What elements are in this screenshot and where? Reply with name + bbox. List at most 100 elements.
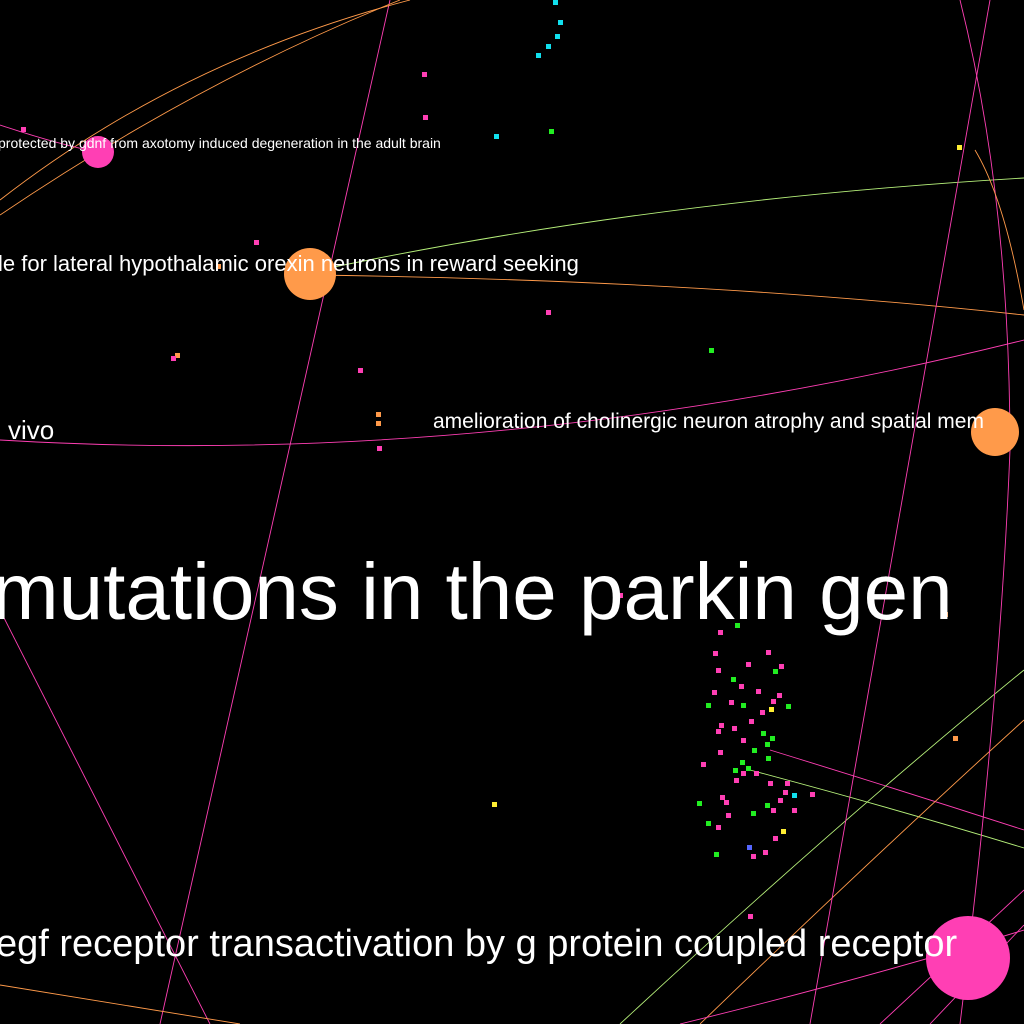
- edge: [0, 609, 211, 1024]
- cluster-node: [771, 699, 776, 704]
- small-node: [786, 588, 791, 593]
- cluster-node: [719, 723, 724, 728]
- small-node: [21, 127, 26, 132]
- cluster-node: [765, 803, 770, 808]
- small-node: [553, 0, 558, 5]
- small-node: [953, 736, 958, 741]
- node-cholinergic[interactable]: [971, 408, 1019, 456]
- small-node: [957, 145, 962, 150]
- edge: [309, 177, 1024, 273]
- small-node: [377, 446, 382, 451]
- cluster-node: [773, 669, 778, 674]
- label-parkin: mutations in the parkin gen: [0, 547, 953, 636]
- cluster-node: [773, 836, 778, 841]
- large-nodes: [82, 136, 1019, 1000]
- cluster-node: [769, 707, 774, 712]
- small-node: [494, 134, 499, 139]
- cluster-node: [731, 677, 736, 682]
- cluster-node: [720, 795, 725, 800]
- cluster-node: [701, 762, 706, 767]
- small-node: [376, 421, 381, 426]
- cluster-node: [810, 792, 815, 797]
- edge: [769, 749, 1024, 831]
- small-node: [549, 129, 554, 134]
- small-node: [216, 264, 221, 269]
- cluster-node: [741, 771, 746, 776]
- label-cholinergic: amelioration of cholinergic neuron atrop…: [433, 410, 984, 433]
- cluster-node: [766, 756, 771, 761]
- cluster-node: [716, 729, 721, 734]
- edge: [159, 0, 391, 1024]
- small-node: [943, 612, 948, 617]
- cluster-node: [786, 704, 791, 709]
- cluster-node: [771, 808, 776, 813]
- cluster-node: [739, 684, 744, 689]
- cluster-node: [706, 821, 711, 826]
- cluster-node: [754, 771, 759, 776]
- edge: [619, 669, 1024, 1024]
- cluster-node: [752, 748, 757, 753]
- small-node: [546, 44, 551, 49]
- cluster-node: [792, 793, 797, 798]
- cluster-node: [777, 693, 782, 698]
- cluster-node: [756, 689, 761, 694]
- cluster-node: [735, 623, 740, 628]
- small-nodes: [21, 0, 962, 919]
- cluster-node: [726, 813, 731, 818]
- cluster-node: [741, 738, 746, 743]
- cluster-node: [751, 854, 756, 859]
- label-orexin: le for lateral hypothalamic orexin neuro…: [0, 251, 579, 276]
- small-node: [422, 72, 427, 77]
- cluster-node: [783, 790, 788, 795]
- cluster-node: [749, 719, 754, 724]
- cluster-node: [779, 664, 784, 669]
- cluster-node: [734, 778, 739, 783]
- cluster-node: [712, 690, 717, 695]
- small-node: [376, 412, 381, 417]
- small-node: [709, 348, 714, 353]
- edge: [974, 149, 1024, 311]
- cluster-node: [733, 768, 738, 773]
- small-node: [175, 353, 180, 358]
- cluster-node: [785, 781, 790, 786]
- cluster-node: [718, 750, 723, 755]
- cluster-node: [746, 766, 751, 771]
- edge: [0, 0, 401, 216]
- small-node: [254, 240, 259, 245]
- small-node: [546, 310, 551, 315]
- cluster-node: [697, 801, 702, 806]
- cluster-node: [792, 808, 797, 813]
- edge: [809, 0, 991, 1024]
- edge: [699, 719, 1024, 1024]
- node-labels: protected by gdnf from axotomy induced d…: [0, 135, 984, 965]
- node-cluster: [697, 623, 815, 859]
- cluster-node: [760, 710, 765, 715]
- cluster-node: [716, 825, 721, 830]
- cluster-node: [781, 829, 786, 834]
- small-node: [536, 53, 541, 58]
- cluster-node: [778, 798, 783, 803]
- cluster-node: [706, 703, 711, 708]
- small-node: [492, 802, 497, 807]
- cluster-node: [741, 703, 746, 708]
- node-egf[interactable]: [926, 916, 1010, 1000]
- label-gdnf: protected by gdnf from axotomy induced d…: [0, 135, 441, 151]
- edge: [0, 984, 241, 1024]
- small-node: [748, 914, 753, 919]
- edge: [0, 0, 411, 201]
- node-gdnf[interactable]: [82, 136, 114, 168]
- cluster-node: [763, 850, 768, 855]
- node-orexin[interactable]: [284, 248, 336, 300]
- cluster-node: [718, 630, 723, 635]
- cluster-node: [716, 668, 721, 673]
- cluster-node: [714, 852, 719, 857]
- small-node: [618, 593, 623, 598]
- cluster-node: [746, 662, 751, 667]
- cluster-node: [761, 731, 766, 736]
- label-egf: egf receptor transactivation by g protei…: [0, 923, 957, 965]
- small-node: [558, 20, 563, 25]
- cluster-node: [732, 726, 737, 731]
- edge: [309, 274, 1024, 316]
